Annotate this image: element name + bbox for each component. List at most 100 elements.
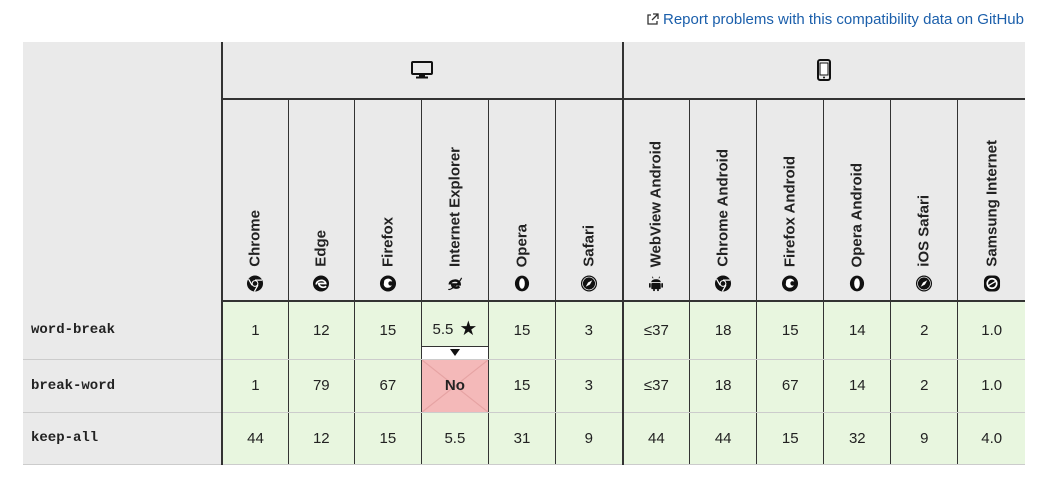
safari-icon <box>580 275 597 292</box>
support-cell: 1 <box>222 359 289 413</box>
support-version: ≤37 <box>643 321 669 339</box>
browser-header-firefox: Firefox <box>354 99 422 302</box>
report-problems-link[interactable]: Report problems with this compatibility … <box>646 11 1024 28</box>
expand-notes-toggle[interactable] <box>421 345 488 359</box>
browser-name: Opera <box>513 223 531 267</box>
support-cell: 67 <box>756 359 825 413</box>
browser-label-group: WebView Android <box>648 141 665 292</box>
desktop-icon <box>411 61 434 79</box>
browser-name: Samsung Internet <box>983 140 1001 267</box>
support-version: 15 <box>781 429 799 447</box>
browser-label-group: Internet Explorer <box>446 147 463 292</box>
browser-header-chrome-android: Chrome Android <box>689 99 758 302</box>
support-version: 44 <box>714 429 732 447</box>
browser-label-group: iOS Safari <box>916 195 933 292</box>
chrome-icon <box>247 275 264 292</box>
browser-header-opera-android: Opera Android <box>823 99 892 302</box>
samsung-icon <box>983 275 1000 292</box>
support-version: 1 <box>251 321 260 339</box>
support-version: 15 <box>781 321 799 339</box>
support-cell: 44 <box>622 412 691 466</box>
support-cell: 9 <box>890 412 959 466</box>
external-link-icon <box>646 13 659 26</box>
chrome-icon <box>715 275 732 292</box>
support-cell: 15 <box>488 359 557 413</box>
edge-icon <box>313 275 330 292</box>
feature-name: break-word <box>23 359 224 413</box>
support-cell: 31 <box>488 412 557 466</box>
cross-icon <box>421 359 488 412</box>
browser-header-edge: Edge <box>288 99 355 302</box>
support-version: 44 <box>247 429 264 447</box>
support-cell-no: No <box>421 359 489 413</box>
browser-label-group: Opera <box>513 224 530 292</box>
report-problems-label: Report problems with this compatibility … <box>663 11 1024 28</box>
support-version: 12 <box>312 429 330 447</box>
support-version: 2 <box>920 321 929 339</box>
browser-label-group: Safari <box>580 225 597 292</box>
support-cell: 44 <box>222 412 289 466</box>
support-cell: 18 <box>689 359 758 413</box>
support-cell: 12 <box>288 301 355 360</box>
support-version: 31 <box>513 429 531 447</box>
support-version: 2 <box>920 377 929 395</box>
support-cell: 3 <box>555 301 624 360</box>
support-version: 15 <box>513 377 531 395</box>
support-cell: 3 <box>555 359 624 413</box>
support-version: 3 <box>584 377 593 395</box>
support-cell: ≤37 <box>622 359 691 413</box>
browser-label-group: Opera Android <box>849 163 866 292</box>
support-version: 14 <box>848 321 866 339</box>
support-cell: 4.0 <box>957 412 1025 466</box>
support-cell: 1.0 <box>957 359 1025 413</box>
mobile-icon <box>817 59 832 81</box>
support-cell-partial[interactable]: 5.5 ★ <box>421 301 489 360</box>
browser-header-safari: Safari <box>555 99 624 302</box>
opera-icon <box>849 275 866 292</box>
browser-header-webview-android: WebView Android <box>622 99 691 302</box>
browser-header-opera: Opera <box>488 99 557 302</box>
firefox-icon <box>782 275 799 292</box>
browser-label-group: Firefox Android <box>782 156 799 292</box>
support-cell: 15 <box>354 412 422 466</box>
browser-name: WebView Android <box>647 140 665 267</box>
support-version: 15 <box>379 321 397 339</box>
browser-name: Opera Android <box>848 162 866 267</box>
support-cell: 79 <box>288 359 355 413</box>
support-cell: 1.0 <box>957 301 1025 360</box>
support-cell: 67 <box>354 359 422 413</box>
safari-icon <box>916 275 933 292</box>
support-version: No <box>444 377 465 395</box>
support-version: 44 <box>648 429 665 447</box>
support-cell: 2 <box>890 301 959 360</box>
browser-name: Chrome <box>246 210 264 267</box>
browser-name: iOS Safari <box>915 195 933 267</box>
browser-label-group: Firefox <box>379 217 396 292</box>
support-version: 9 <box>584 429 593 447</box>
support-version: 4.0 <box>981 429 1003 447</box>
support-cell: 15 <box>354 301 422 360</box>
support-version: 5.5 <box>432 320 454 338</box>
browser-name: Edge <box>312 230 330 267</box>
browser-header-ios-safari: iOS Safari <box>890 99 959 302</box>
support-cell: 2 <box>890 359 959 413</box>
support-cell: 14 <box>823 359 892 413</box>
star-icon: ★ <box>459 318 478 340</box>
support-version: 9 <box>920 429 929 447</box>
support-cell: 12 <box>288 412 355 466</box>
support-version: 67 <box>781 377 799 395</box>
browser-name: Chrome Android <box>714 149 732 267</box>
support-version: 5.5 <box>444 429 466 447</box>
support-version: 3 <box>584 321 593 339</box>
support-version: 14 <box>848 377 866 395</box>
browser-label-group: Edge <box>313 230 330 292</box>
triangle-down-icon <box>449 349 460 357</box>
support-version: 18 <box>714 377 732 395</box>
support-cell: 14 <box>823 301 892 360</box>
browser-header-internet-explorer: Internet Explorer <box>421 99 489 302</box>
table-row: break-word 1 79 67 No 15 3 ≤37 18 67 14 2 1.0 <box>23 359 1025 413</box>
browser-label-group: Chrome <box>247 210 264 292</box>
browser-header-samsung-internet: Samsung Internet <box>957 99 1025 302</box>
firefox-icon <box>379 275 396 292</box>
platform-desktop <box>222 42 624 100</box>
